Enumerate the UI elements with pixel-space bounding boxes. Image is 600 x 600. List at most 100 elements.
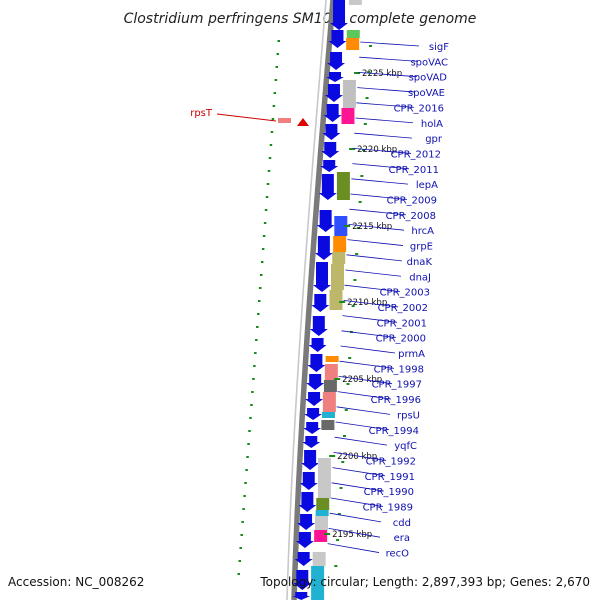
- accession-text: Accession: NC_008262: [8, 575, 144, 589]
- gene-arrow[interactable]: [320, 160, 339, 172]
- gene-label[interactable]: rpsU: [397, 410, 420, 421]
- gene-arrow[interactable]: [292, 592, 311, 600]
- gc-tick: [239, 547, 242, 549]
- gene-label[interactable]: CPR_1994: [369, 426, 419, 437]
- gc-tick: [363, 123, 367, 125]
- gene-arrow[interactable]: [297, 514, 316, 530]
- gene-label[interactable]: CPR_2001: [377, 318, 427, 329]
- gene-label[interactable]: CPR_1998: [374, 364, 424, 375]
- gc-tick: [255, 339, 258, 341]
- gene-leader-line: [350, 193, 408, 200]
- gene-arrow[interactable]: [325, 72, 344, 82]
- gc-tick: [334, 565, 338, 567]
- gene-arrow[interactable]: [308, 338, 327, 352]
- gene-label[interactable]: recO: [386, 549, 410, 560]
- cog-block: [312, 552, 326, 566]
- gc-tick: [275, 66, 279, 68]
- gene-arrow[interactable]: [293, 570, 312, 590]
- gene-arrow[interactable]: [316, 210, 335, 232]
- gene-leader-line: [336, 406, 391, 415]
- gene-label[interactable]: CPR_2016: [394, 103, 444, 114]
- gc-tick: [362, 149, 366, 151]
- gc-tick: [339, 487, 343, 489]
- cog-block: [346, 38, 360, 50]
- gene-arrow[interactable]: [294, 552, 313, 566]
- gc-tick: [257, 313, 260, 315]
- gc-tick: [244, 482, 247, 484]
- gene-label[interactable]: CPR_1992: [366, 456, 416, 467]
- gene-label[interactable]: spoVAE: [408, 88, 445, 99]
- gene-label[interactable]: dnaK: [407, 257, 433, 268]
- gene-arrow[interactable]: [298, 492, 317, 512]
- gene-label[interactable]: CPR_2000: [376, 334, 426, 345]
- gene-label[interactable]: yqfC: [394, 441, 417, 452]
- gene-label[interactable]: hrcA: [411, 226, 434, 237]
- cog-color-blocks: [311, 0, 362, 600]
- gene-leader-line: [338, 376, 393, 385]
- gene-arrow[interactable]: [303, 422, 322, 434]
- gene-label[interactable]: CPR_1997: [372, 380, 422, 391]
- gene-arrow[interactable]: [301, 450, 320, 470]
- gene-label[interactable]: gpr: [425, 134, 443, 145]
- gene-label[interactable]: CPR_2003: [380, 288, 430, 299]
- gc-tick: [336, 539, 340, 541]
- gene-label[interactable]: grpE: [410, 242, 433, 253]
- gene-label[interactable]: CPR_2012: [391, 149, 441, 160]
- gene-arrow[interactable]: [304, 408, 323, 420]
- gene-arrow[interactable]: [295, 532, 314, 548]
- gene-leader-line: [354, 132, 413, 139]
- cog-block: [346, 30, 360, 38]
- gc-tick: [261, 248, 265, 250]
- gc-tick: [259, 274, 263, 276]
- gc-tick: [367, 71, 371, 73]
- gene-label[interactable]: CPR_1990: [364, 487, 414, 498]
- gene-label[interactable]: CPR_2002: [378, 303, 428, 314]
- gene-label[interactable]: spoVAC: [410, 57, 448, 68]
- cog-block: [315, 516, 329, 530]
- gene-label[interactable]: prmA: [398, 349, 425, 360]
- gene-label[interactable]: dnaJ: [409, 272, 431, 283]
- gc-tick: [341, 461, 345, 463]
- genome-backbone: [291, 0, 336, 600]
- gc-tick: [247, 443, 250, 445]
- cog-block: [330, 264, 344, 290]
- gene-arrow[interactable]: [309, 316, 328, 336]
- gene-label[interactable]: CPR_1989: [363, 503, 413, 514]
- gene-arrow[interactable]: [307, 354, 326, 372]
- gene-arrow[interactable]: [305, 392, 324, 406]
- gc-tick: [250, 404, 253, 406]
- gene-arrow[interactable]: [323, 104, 342, 122]
- map-title: Clostridium perfringens SM101, complete …: [124, 11, 477, 27]
- gene-label[interactable]: CPR_2008: [386, 211, 436, 222]
- gc-tick: [337, 513, 341, 515]
- gc-tick: [245, 469, 248, 471]
- gene-arrow[interactable]: [327, 52, 346, 70]
- gene-arrow[interactable]: [322, 124, 341, 140]
- gc-tick: [346, 383, 350, 385]
- gene-arrow[interactable]: [302, 436, 321, 448]
- gene-arrow[interactable]: [318, 174, 337, 200]
- gene-label[interactable]: spoVAD: [409, 73, 448, 84]
- gene-arrow[interactable]: [328, 30, 347, 48]
- cog-block: [322, 412, 336, 418]
- cog-block: [322, 392, 336, 412]
- gene-label[interactable]: holA: [421, 119, 443, 130]
- gene-arrow[interactable]: [321, 142, 340, 158]
- gene-label[interactable]: CPR_2011: [389, 165, 439, 176]
- gc-tick: [348, 357, 352, 359]
- rpsT-label[interactable]: rpsT: [190, 108, 213, 119]
- gene-arrow[interactable]: [314, 236, 333, 260]
- gene-label[interactable]: CPR_2009: [387, 196, 437, 207]
- gene-label[interactable]: era: [394, 533, 410, 544]
- gene-arrow[interactable]: [311, 294, 330, 312]
- gene-arrow[interactable]: [330, 0, 349, 30]
- gene-label[interactable]: sigF: [429, 42, 449, 53]
- gene-label[interactable]: cdd: [393, 518, 411, 529]
- gene-arrow[interactable]: [299, 472, 318, 490]
- gene-arrow[interactable]: [324, 84, 343, 102]
- gene-arrow[interactable]: [306, 374, 325, 390]
- gene-label[interactable]: CPR_1996: [371, 395, 421, 406]
- gene-label[interactable]: lepA: [416, 180, 438, 191]
- gene-label[interactable]: CPR_1991: [365, 472, 415, 483]
- gene-arrow[interactable]: [312, 262, 331, 292]
